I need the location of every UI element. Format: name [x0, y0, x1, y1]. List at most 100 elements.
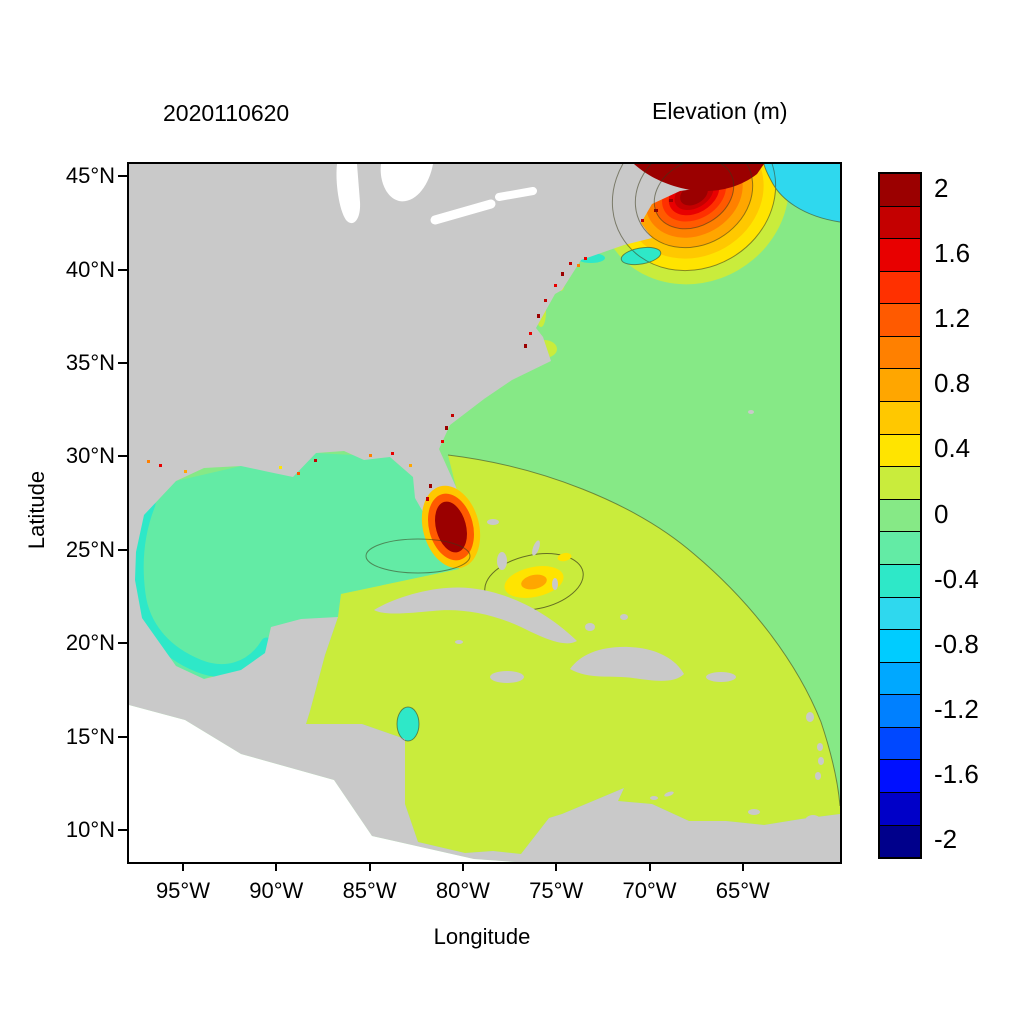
pocket-contour [365, 538, 471, 574]
y-tick-mark [118, 548, 127, 551]
speckle [524, 344, 527, 348]
y-tick-label: 35°N [65, 350, 115, 375]
cape-cod-contour [620, 246, 662, 266]
jamaica [490, 671, 524, 683]
speckle [569, 262, 572, 265]
florida-core [435, 501, 467, 553]
colorbar-cell-p14 [880, 271, 920, 305]
y-axis-label: Latitude [24, 470, 49, 550]
colorbar-tick-label: 2 [934, 173, 949, 204]
gulf-turquoise-fringe [130, 497, 274, 678]
speckle [369, 454, 372, 457]
y-tick-mark [118, 362, 127, 364]
speckle [641, 219, 644, 222]
lake-michigan [336, 164, 361, 224]
speckle [537, 314, 540, 318]
colorbar-tick-label: 0.8 [934, 368, 971, 399]
x-tick-label: 70°W [622, 878, 677, 903]
x-tick-mark [461, 862, 464, 871]
x-tick-label: 75°W [529, 878, 584, 903]
speckle [554, 284, 557, 287]
colorbar-cell-p00 [880, 499, 920, 533]
map-plot-area [127, 162, 842, 864]
speckle [451, 414, 454, 417]
x-tick-mark [181, 862, 184, 871]
cayman [455, 640, 463, 644]
y-tick-mark [118, 735, 127, 738]
colorbar-tick-label: 1.2 [934, 303, 971, 334]
colorbar-tick-label: 0.4 [934, 433, 971, 464]
colorbar-cell-p08 [880, 369, 920, 403]
y-tick-mark [118, 829, 127, 832]
speckle [184, 470, 187, 473]
south-florida-surge-blob [421, 485, 481, 569]
x-tick-label: 90°W [249, 878, 304, 903]
guadeloupe [806, 712, 814, 722]
colorbar-cell-p18 [880, 206, 920, 240]
surge-contour-2 [634, 164, 754, 249]
great-inagua [585, 623, 595, 631]
hispaniola [570, 646, 684, 681]
margarita [748, 809, 760, 815]
bahamas-high-rings [484, 552, 584, 611]
scotian-shelf-cyan-patch [764, 164, 840, 222]
colorbar-cell-m02 [880, 532, 920, 565]
y-tick-label: 30°N [65, 443, 115, 469]
colorbar-tick-label: 1.6 [934, 238, 971, 269]
speckle [409, 464, 412, 467]
martinique [817, 743, 823, 751]
y-tick-mark [118, 455, 127, 458]
trinidad [805, 815, 821, 827]
st-lucia [818, 757, 824, 765]
x-tick-label: 80°W [435, 878, 490, 903]
north-and-south-america-land [129, 164, 840, 862]
y-tick-label: 45°N [65, 163, 115, 189]
colorbar-cell-m18 [880, 792, 920, 826]
x-axis-label: Longitude [433, 924, 531, 949]
zero-contour-atlantic [447, 454, 840, 807]
y-tick-label: 40°N [65, 256, 115, 282]
eleuthera [532, 540, 540, 556]
x-tick-label: 85°W [342, 878, 397, 903]
colorbar-title: Elevation (m) [652, 98, 788, 124]
speckle [426, 497, 429, 501]
lake-huron [380, 164, 433, 202]
speckle [544, 299, 547, 302]
colorbar-cell-p06 [880, 402, 920, 435]
colorbar-tick-label: 0 [934, 498, 949, 529]
speckle [147, 460, 150, 463]
cuba [374, 587, 577, 644]
speckle [314, 459, 317, 462]
gulf-of-mexico-band [135, 453, 459, 679]
colorbar-cell-p02 [880, 467, 920, 500]
colorbar-tick-label: -0.4 [934, 563, 979, 594]
cyan-patch-contour [763, 164, 840, 223]
colorbar-cell-p10 [880, 336, 920, 370]
speckle [561, 272, 564, 276]
speckle [429, 484, 432, 488]
lake-ontario [495, 187, 537, 201]
colorbar-cell-p20 [880, 174, 920, 207]
y-tick-label: 10°N [65, 817, 115, 843]
st-vincent [815, 772, 821, 780]
contour-lines [365, 164, 840, 807]
cape-cod-turquoise-patch [621, 247, 661, 265]
turks-and-caicos [620, 614, 628, 620]
great-lakes [336, 164, 537, 225]
colorbar-cell-m08 [880, 630, 920, 663]
speckle [297, 472, 300, 475]
nova-scotia-surge-blob [634, 164, 764, 192]
colorbar-cell-m04 [880, 564, 920, 598]
x-tick-label: 95°W [155, 878, 210, 903]
long-island-bahamas [552, 578, 558, 590]
colorbar-tick-label: -1.6 [934, 758, 979, 789]
curacao [664, 791, 674, 797]
speckle [529, 332, 532, 335]
y-tick-label: 20°N [65, 630, 115, 656]
colorbar-cell-m16 [880, 760, 920, 793]
colorbar-cell-p04 [880, 434, 920, 468]
speckle [669, 199, 673, 202]
colorbar-cell-m14 [880, 727, 920, 761]
elevation-map-svg [129, 164, 840, 862]
